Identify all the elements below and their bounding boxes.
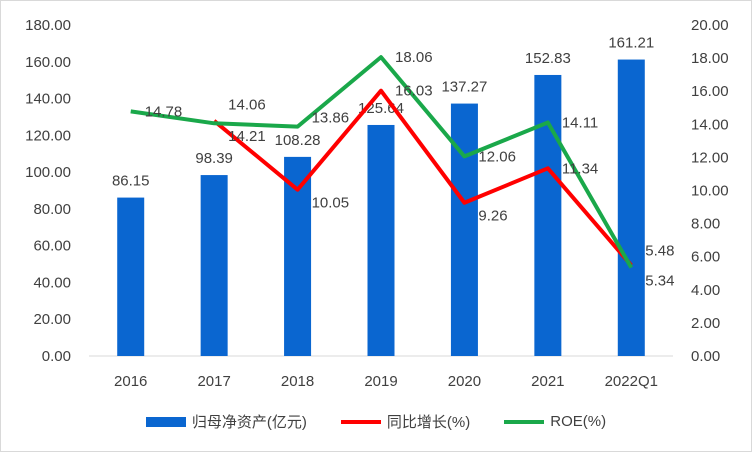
roe-line-label: 18.06 [395, 49, 433, 66]
bar-2016 [117, 197, 145, 356]
legend: 归母净资产(亿元) 同比增长(%) ROE(%) [1, 411, 751, 432]
roe-line-label: 14.11 [562, 114, 598, 131]
bar-label: 86.15 [112, 173, 150, 190]
x-axis-tick: 2018 [281, 373, 314, 390]
left-axis-tick: 0.00 [42, 348, 71, 365]
roe-line-label: 12.06 [478, 148, 516, 165]
right-axis-tick: 4.00 [691, 282, 720, 299]
growth-line-label: 14.21 [228, 128, 266, 145]
x-axis-tick: 2019 [364, 373, 397, 390]
bar-2020 [450, 103, 478, 357]
roe-line-label: 5.34 [645, 273, 674, 290]
bar-label: 152.83 [525, 50, 571, 67]
left-axis-tick: 160.00 [25, 54, 71, 71]
left-axis-tick: 180.00 [25, 17, 71, 34]
x-axis-tick: 2016 [114, 373, 147, 390]
bar-2017 [200, 175, 228, 356]
bar-label: 137.27 [441, 79, 487, 96]
left-axis-tick: 120.00 [25, 127, 71, 144]
bar-label: 108.28 [275, 132, 321, 149]
x-axis-tick: 2020 [448, 373, 481, 390]
left-axis-tick: 20.00 [33, 311, 71, 328]
right-axis-tick: 12.00 [691, 149, 729, 166]
line-roe [130, 55, 634, 269]
right-axis-tick: 0.00 [691, 348, 720, 365]
left-axis-tick: 80.00 [33, 201, 71, 218]
legend-item-roe: ROE(%) [504, 411, 606, 432]
legend-item-net-assets: 归母净资产(亿元) [145, 411, 307, 432]
growth-line-label: 5.48 [645, 242, 674, 259]
right-axis-tick: 8.00 [691, 216, 720, 233]
combo-chart: 0.00 20.00 40.00 60.00 80.00 100.00 120.00 140.… [25, 17, 729, 390]
growth-line-label: 11.34 [562, 160, 598, 177]
legend-label: ROE(%) [550, 413, 607, 430]
left-axis-tick: 100.00 [25, 164, 71, 181]
growth-line-label: 16.03 [395, 83, 433, 100]
bar-2021 [534, 74, 562, 356]
right-axis-tick: 16.00 [691, 83, 729, 100]
legend-swatch-red-line [340, 419, 381, 424]
bar-label: 161.21 [608, 35, 654, 52]
growth-line-label: 10.05 [312, 195, 350, 212]
roe-line-label: 14.78 [145, 103, 183, 120]
roe-line-label: 13.86 [312, 110, 350, 127]
roe-line-label: 14.06 [228, 96, 266, 113]
legend-label: 归母净资产(亿元) [191, 414, 307, 431]
legend-item-growth: 同比增长(%) [340, 411, 471, 432]
right-axis-tick: 18.00 [691, 50, 729, 67]
left-axis-tick: 40.00 [33, 274, 71, 291]
bar-2022Q1 [617, 59, 645, 356]
bar-2019 [367, 124, 395, 356]
right-axis-tick: 2.00 [691, 315, 720, 332]
legend-swatch-green-line [504, 419, 545, 424]
growth-line-label: 9.26 [478, 208, 507, 225]
right-axis-tick: 14.00 [691, 116, 729, 133]
bar-label: 98.39 [195, 150, 233, 167]
right-axis-tick: 6.00 [691, 249, 720, 266]
x-axis-tick: 2017 [197, 373, 230, 390]
left-axis-tick: 60.00 [33, 238, 71, 255]
right-axis-tick: 10.00 [691, 183, 729, 200]
line-growth [212, 88, 633, 267]
legend-label: 同比增长(%) [386, 414, 471, 431]
x-axis-tick: 2021 [531, 373, 564, 390]
legend-swatch-bar [145, 416, 186, 427]
left-axis-tick: 140.00 [25, 91, 71, 108]
x-axis-tick: 2022Q1 [605, 373, 658, 390]
right-axis-tick: 20.00 [691, 17, 729, 34]
